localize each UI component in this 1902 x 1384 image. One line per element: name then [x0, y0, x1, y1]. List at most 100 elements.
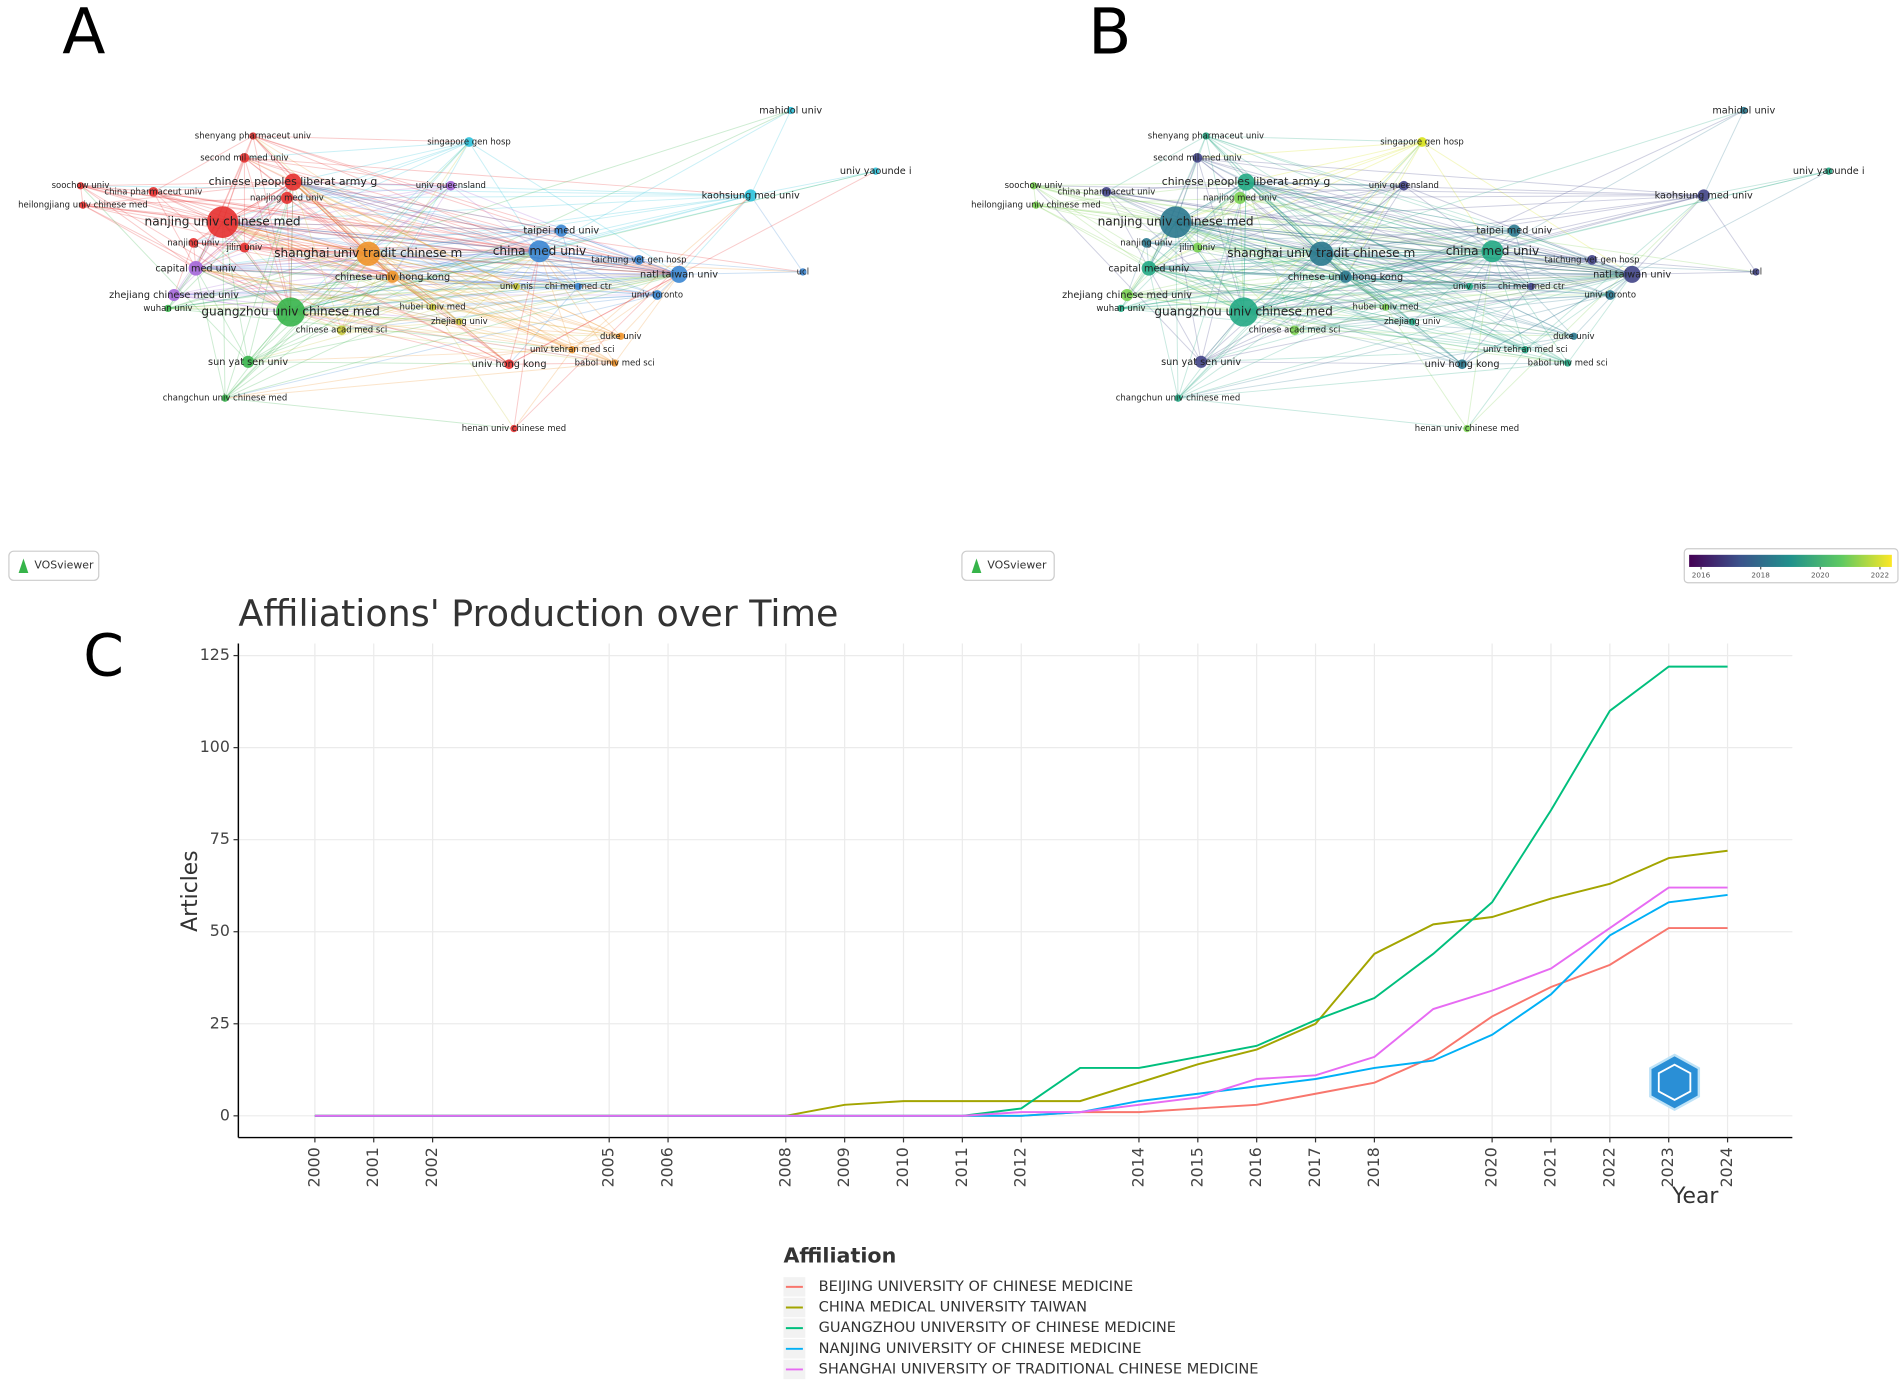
network-edge: [1035, 204, 1244, 313]
network-edge: [1245, 181, 1526, 351]
network-edge: [247, 253, 369, 363]
network-edge: [392, 276, 433, 308]
network-edge: [290, 311, 615, 364]
network-edge: [195, 267, 460, 323]
network-edge: [222, 221, 393, 278]
network-edge: [224, 397, 514, 430]
network-edge: [290, 311, 460, 323]
node-label: china med univ: [493, 244, 586, 258]
network-edge: [1243, 306, 1386, 313]
network-edge: [252, 135, 562, 232]
network-edge: [341, 273, 680, 331]
network-edge: [1197, 197, 1241, 248]
network-edge: [1205, 135, 1322, 255]
network-edge: [1175, 221, 1574, 337]
x-tick-label: 2022: [1599, 1147, 1618, 1187]
network-edge: [1148, 267, 1633, 275]
network-edge: [173, 242, 194, 296]
network-edge: [1703, 110, 1745, 196]
x-tick-label: 2014: [1128, 1147, 1147, 1187]
network-edge: [82, 204, 291, 313]
network-edge: [1243, 259, 1593, 313]
line-chart: 0 25 50 75 100 125 2000 2001 2002 2005 2006 2008 200…: [200, 643, 1793, 1380]
network-node: [1623, 265, 1641, 283]
network-edge: [1200, 250, 1493, 363]
node-label: ucl: [1750, 267, 1762, 277]
network-edge: [1197, 247, 1346, 278]
network-edge: [392, 276, 615, 364]
network-edge: [292, 181, 579, 287]
network-edge: [561, 230, 640, 261]
node-label: taipei med univ: [1476, 226, 1552, 237]
network-edge: [368, 253, 680, 275]
node-label: heilongjiang univ chinese med: [971, 201, 1101, 211]
node-label: henan univ chinese med: [462, 424, 566, 434]
network-edge: [1205, 135, 1568, 364]
network-node: [1339, 270, 1352, 283]
network-edge: [368, 253, 803, 273]
network-edge: [538, 251, 573, 350]
network-node: [1141, 237, 1152, 248]
network-edge: [1320, 141, 1423, 255]
logo-text: VOSviewer: [34, 559, 94, 572]
network-edge: [1243, 294, 1611, 313]
node-label: hubei univ med: [1353, 303, 1419, 313]
network-node: [242, 355, 255, 368]
network-edge: [1243, 286, 1470, 313]
network-edge: [1033, 185, 1704, 196]
node-label: second mil med univ: [200, 153, 288, 163]
network-node: [428, 303, 437, 311]
node-label: natl taiwan univ: [1593, 269, 1671, 280]
network-edge: [368, 253, 579, 287]
network-edge: [292, 181, 369, 255]
network-edge: [222, 222, 226, 399]
colorbar-tick-label: 2018: [1751, 570, 1770, 579]
network-node: [1120, 288, 1134, 302]
node-label: chi mei med ctr: [545, 282, 612, 292]
x-tick-label: 2005: [599, 1147, 618, 1187]
network-edge: [1148, 253, 1322, 269]
network-edge: [292, 181, 615, 364]
network-edge: [368, 253, 621, 337]
network-edge: [1033, 181, 1247, 187]
network-node: [617, 332, 625, 340]
network-edge: [292, 181, 680, 275]
network-edge: [1492, 194, 1704, 252]
network-edge: [82, 204, 223, 223]
network-edge: [508, 170, 876, 365]
network-edge: [1175, 221, 1593, 261]
network-edge: [432, 273, 680, 308]
network-edge: [292, 181, 510, 365]
network-edge: [247, 181, 294, 362]
network-edge: [1120, 307, 1244, 313]
network-edge: [1197, 247, 1493, 252]
y-tick-label: 125: [200, 645, 230, 664]
node-label: taichung vet gen hosp: [1544, 255, 1639, 265]
network-edge: [1243, 276, 1346, 313]
network-edge: [539, 170, 876, 252]
network-edge: [1175, 221, 1515, 232]
network-node: [188, 237, 199, 248]
node-label: kaohsiung med univ: [702, 190, 800, 201]
network-edge: [513, 195, 752, 429]
network-edge: [195, 194, 751, 269]
network-node: [1481, 240, 1504, 263]
network-edge: [1126, 294, 1244, 313]
network-edge: [80, 185, 751, 196]
network-edge: [167, 286, 517, 309]
network-edge: [1146, 230, 1515, 244]
network-edge: [1126, 242, 1147, 296]
network-edge: [1105, 191, 1150, 269]
node-label: guangzhou univ chinese med: [1154, 305, 1332, 319]
network-edge: [1492, 250, 1593, 261]
network-edge: [153, 191, 393, 278]
x-tick-label: 2015: [1187, 1147, 1206, 1187]
network-edge: [244, 157, 294, 183]
network-edge: [1245, 181, 1322, 255]
network-edge: [508, 273, 680, 365]
network-edge: [1033, 185, 1176, 223]
network-edge: [1120, 253, 1322, 309]
x-tick-label: 2021: [1540, 1147, 1559, 1187]
network-edge: [1294, 329, 1574, 337]
network-edge: [1492, 250, 1593, 261]
